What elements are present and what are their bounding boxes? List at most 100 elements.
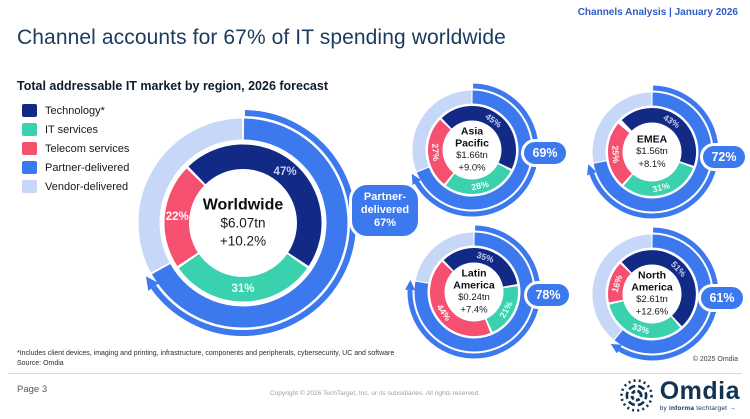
segment-label: 31% [231, 283, 254, 295]
segment-arc-1 [178, 253, 308, 302]
segment-arc-1 [623, 162, 693, 196]
north-america-partner-badge: 61% [698, 284, 746, 312]
tagline-arrow-icon: → [729, 405, 736, 412]
donut-center [444, 262, 504, 322]
swoosh-arc [589, 85, 719, 219]
legend-item: IT services [22, 123, 129, 136]
region-name: Worldwide [203, 197, 284, 214]
legend-label: IT services [45, 123, 98, 136]
region-name: Latin [461, 267, 486, 279]
swoosh-arrowhead [587, 164, 597, 176]
omdia-logo-icon [619, 379, 653, 412]
source-note: Source: Omdia [17, 360, 64, 367]
segment-arc-1 [609, 300, 681, 338]
donut-center [189, 169, 297, 277]
legend-item: Partner-delivered [22, 161, 129, 174]
segment-label: 47% [274, 166, 297, 178]
legend-label: Telecom services [45, 142, 130, 155]
report-series-label: Channels Analysis | January 2026 [577, 7, 738, 18]
swoosh-arrowhead [610, 343, 622, 354]
tagline-by: by [659, 405, 667, 412]
segment-arc-2 [164, 168, 205, 266]
legend-item: Vendor-delivered [22, 180, 129, 193]
footer-divider [8, 373, 742, 374]
legend-swatch [22, 104, 37, 117]
vendor-ring-arc [138, 118, 243, 273]
segment-arc-2 [430, 261, 491, 336]
omdia-logo-text: Omdia by informa techtarget → [659, 377, 740, 413]
legend-item: Telecom services [22, 142, 129, 155]
partner-ring-arc [151, 118, 348, 328]
latin-america-partner-badge: 78% [524, 281, 572, 309]
segment-label: 27% [430, 143, 441, 161]
segment-label: 28% [470, 179, 490, 193]
asia-pacific-partner-badge: 69% [521, 139, 569, 167]
donut-emea: 43%31%25%EMEA$1.56tn+8.1% [587, 85, 719, 219]
swoosh-arrowhead [145, 276, 159, 291]
region-growth: +7.4% [460, 305, 488, 316]
vendor-ring-arc [592, 234, 652, 340]
segment-label: 25% [610, 145, 621, 163]
omdia-tagline: by informa techtarget → [660, 405, 740, 412]
vendor-ring-arc [415, 232, 474, 284]
segment-arc-0 [188, 144, 322, 266]
segment-label: 31% [651, 180, 671, 194]
region-value: $2.61tn [636, 294, 668, 305]
legend-item: Technology* [22, 104, 129, 117]
region-value: $1.56tn [636, 146, 668, 157]
swoosh-arc [407, 225, 541, 359]
legend: Technology* IT services Telecom services Pa… [22, 104, 129, 199]
swoosh-arrowhead [405, 279, 416, 291]
callout-line: delivered [360, 204, 410, 216]
chart-subtitle: Total addressable IT market by region, 2… [17, 79, 328, 93]
swoosh-arrowhead [411, 173, 422, 186]
region-name: Asia [461, 125, 483, 137]
region-value: $1.66tn [456, 150, 488, 161]
copyright-text: Copyright © 2026 TechTarget, Inc. or its… [269, 390, 481, 397]
donut-worldwide: 47% 31% 22% Worldwide $6.07tn +10.2% [138, 110, 356, 336]
region-name: Pacific [455, 137, 489, 149]
segment-arc-0 [621, 250, 696, 327]
vendor-ring-arc [412, 90, 472, 172]
segment-arc-2 [608, 123, 633, 185]
swoosh-arc [414, 83, 539, 217]
segment-arc-1 [485, 286, 518, 332]
omdia-logo: Omdia by informa techtarget → [618, 377, 740, 414]
omdia-wordmark: Omdia [659, 377, 740, 405]
vendor-ring-arc [592, 92, 652, 163]
footnote: *Includes client devices, imaging and pr… [17, 350, 395, 357]
tagline-informa: informa [668, 405, 695, 412]
legend-swatch [22, 123, 37, 136]
segment-arc-0 [443, 248, 518, 288]
partner-ring-arc [614, 234, 712, 354]
partner-ring-arc [414, 232, 534, 352]
region-growth: +10.2% [220, 234, 266, 249]
region-value: $6.07tn [220, 216, 265, 231]
swoosh-arc [151, 110, 356, 336]
emea-partner-badge: 72% [700, 143, 748, 171]
partner-ring-arc [416, 90, 532, 210]
region-growth: +9.0% [458, 163, 486, 174]
segment-arc-0 [621, 108, 696, 166]
segment-arc-0 [441, 106, 516, 169]
region-value: $0.24tn [458, 292, 490, 303]
omdia-copyright: © 2025 Omdia [692, 356, 738, 363]
tagline-techtarget: techtarget [696, 405, 728, 412]
partner-ring-arc [593, 92, 712, 212]
page-title: Channel accounts for 67% of IT spending … [17, 26, 506, 49]
legend-label: Technology* [45, 104, 105, 117]
region-growth: +8.1% [638, 159, 666, 170]
region-name: America [453, 279, 495, 291]
region-name: EMEA [637, 133, 668, 145]
region-growth: +12.6% [636, 307, 669, 318]
partner-delivered-callout: Partner- delivered 67% [349, 182, 421, 239]
segment-arc-1 [445, 163, 511, 194]
legend-swatch [22, 161, 37, 174]
page-number: Page 3 [17, 384, 48, 395]
callout-line: Partner- [363, 191, 407, 203]
callout-line: 67% [373, 217, 397, 229]
legend-label: Partner-delivered [45, 161, 130, 174]
